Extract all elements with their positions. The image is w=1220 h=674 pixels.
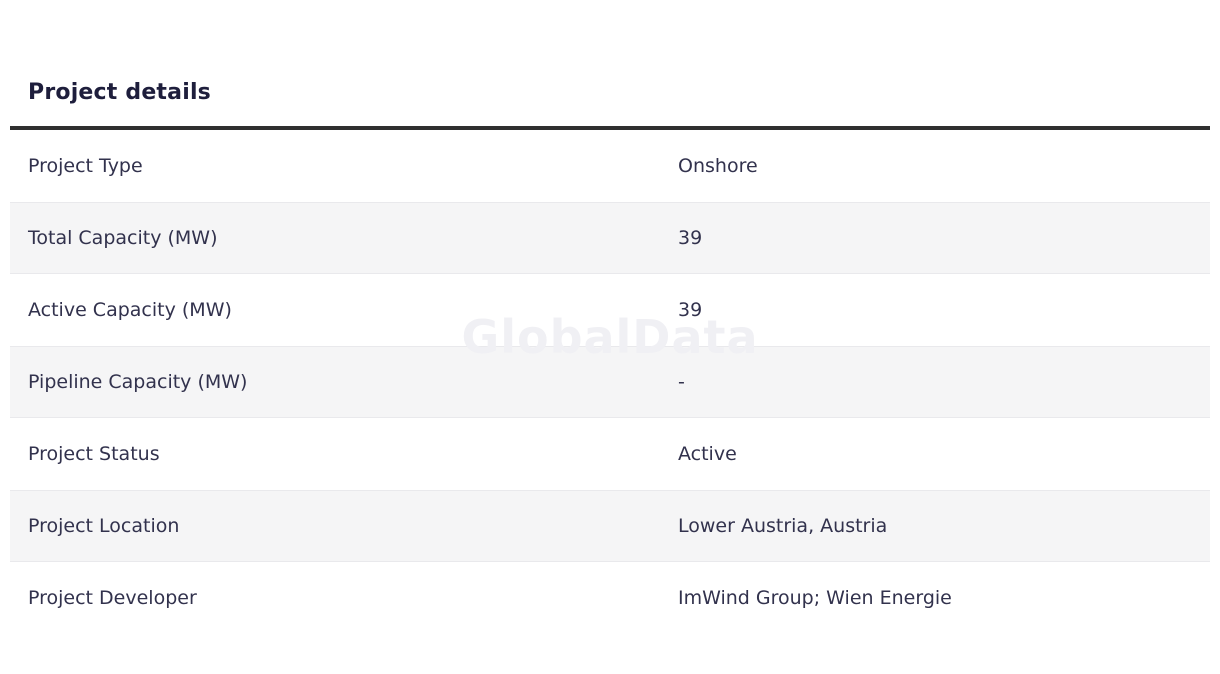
row-value: 39 [678, 299, 703, 321]
row-value: Active [678, 443, 737, 465]
table-row: Project Developer ImWind Group; Wien Ener… [10, 562, 1210, 634]
table-row: Pipeline Capacity (MW) - [10, 346, 1210, 418]
table-row: Active Capacity (MW) 39 [10, 274, 1210, 346]
section-title: Project details [28, 80, 211, 105]
table-row: Project Location Lower Austria, Austria [10, 490, 1210, 562]
row-label: Project Status [28, 443, 160, 465]
row-value: ImWind Group; Wien Energie [678, 587, 952, 609]
row-label: Project Developer [28, 587, 197, 609]
table-row: Total Capacity (MW) 39 [10, 202, 1210, 274]
row-value: Lower Austria, Austria [678, 515, 888, 537]
project-details-table: Project Type Onshore Total Capacity (MW) 39… [10, 130, 1210, 634]
row-label: Pipeline Capacity (MW) [28, 371, 248, 393]
row-label: Active Capacity (MW) [28, 299, 232, 321]
row-label: Project Location [28, 515, 180, 537]
title-divider [10, 126, 1210, 130]
row-label: Project Type [28, 155, 143, 177]
row-value: - [678, 371, 685, 393]
row-value: Onshore [678, 155, 758, 177]
row-label: Total Capacity (MW) [28, 227, 218, 249]
row-value: 39 [678, 227, 703, 249]
project-details-section: Project details Project Type Onshore Total… [10, 0, 1210, 634]
table-row: Project Type Onshore [10, 130, 1210, 202]
table-row: Project Status Active [10, 418, 1210, 490]
